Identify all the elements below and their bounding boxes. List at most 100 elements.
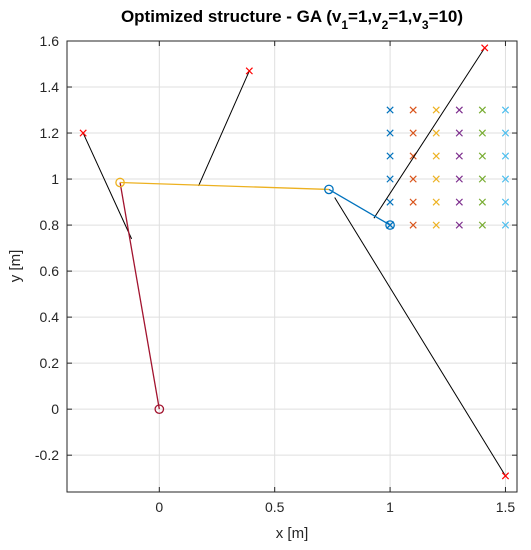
workspace-target-marker-stroke-b <box>455 221 463 229</box>
grid-lines <box>67 40 517 492</box>
workspace-target-marker <box>478 198 487 206</box>
workspace-target-marker-stroke-b <box>386 198 394 206</box>
actuator-2-anchor-marker-stroke-b <box>245 67 253 75</box>
workspace-target-marker <box>409 129 417 137</box>
workspace-target-marker-stroke-b <box>386 106 394 114</box>
y-tick-label: 0.6 <box>40 263 60 279</box>
workspace-target-marker-stroke-b <box>455 152 463 160</box>
workspace-target-marker <box>478 221 487 229</box>
workspace-target-marker <box>501 175 510 183</box>
x-axis-label: x [m] <box>276 525 309 542</box>
workspace-target-marker-stroke-b <box>409 221 417 229</box>
workspace-target-marker-stroke-b <box>409 129 417 137</box>
workspace-target-marker <box>432 175 440 183</box>
workspace-target-marker-stroke-b <box>501 106 510 114</box>
workspace-target-marker-stroke-b <box>478 175 487 183</box>
joint-base-marker <box>154 404 165 415</box>
y-tick-label: 1.2 <box>40 125 60 141</box>
workspace-target-marker-stroke-b <box>478 106 487 114</box>
x-tick-label: 0.5 <box>265 499 285 515</box>
title-suffix: =10) <box>429 7 464 26</box>
workspace-target-marker <box>386 175 394 183</box>
workspace-target-marker <box>432 129 440 137</box>
workspace-target-marker <box>409 198 417 206</box>
workspace-target-marker-stroke-b <box>432 129 440 137</box>
workspace-target-marker-stroke-b <box>386 175 394 183</box>
end-effector-cross-marker <box>386 221 395 230</box>
link-1-line <box>119 182 160 410</box>
workspace-target-marker-stroke-b <box>478 221 487 229</box>
actuator-1-line <box>82 132 133 240</box>
y-tick-label: -0.2 <box>35 447 59 463</box>
joint-end-marker <box>385 220 395 230</box>
actuator-1-anchor-marker <box>79 129 87 137</box>
workspace-target-marker <box>501 198 510 206</box>
workspace-target-marker-stroke-b <box>501 152 510 160</box>
workspace-target-marker <box>478 175 487 183</box>
workspace-target-marker-stroke-b <box>501 175 510 183</box>
workspace-target-marker <box>455 106 463 114</box>
workspace-target-marker-stroke-b <box>432 221 440 229</box>
actuator-4-anchor-marker <box>501 472 510 480</box>
x-tick-label: 1.5 <box>496 499 516 515</box>
workspace-target-marker-stroke-b <box>455 129 463 137</box>
workspace-target-marker <box>432 152 440 160</box>
workspace-target-marker-stroke-b <box>478 198 487 206</box>
y-tick-label: 0.8 <box>40 217 60 233</box>
y-tick-label: 0.4 <box>40 309 60 325</box>
workspace-target-marker <box>478 106 487 114</box>
y-tick-label: 1.6 <box>40 33 60 49</box>
workspace-target-marker-stroke-b <box>432 175 440 183</box>
workspace-target-marker <box>455 175 463 183</box>
link-3-line <box>328 188 391 226</box>
workspace-target-marker <box>455 198 463 206</box>
workspace-target-marker-stroke-b <box>501 221 510 229</box>
title-mid-2: =1,v <box>388 7 422 26</box>
workspace-target-marker <box>432 198 440 206</box>
workspace-target-marker-stroke-b <box>455 106 463 114</box>
workspace-target-marker-stroke-b <box>501 198 510 206</box>
title-sub-3: 3 <box>422 18 429 32</box>
actuator-2-anchor-marker <box>245 67 253 75</box>
workspace-target-marker <box>455 221 463 229</box>
actuator-1-anchor-marker-stroke-b <box>79 129 87 137</box>
joint-2-marker <box>115 177 125 188</box>
y-axis-label: y [m] <box>7 250 24 283</box>
workspace-target-marker <box>501 221 510 229</box>
chart-title: Optimized structure - GA (v1=1,v2=1,v3=1… <box>121 7 463 32</box>
title-mid-1: =1,v <box>348 7 382 26</box>
workspace-target-marker <box>455 152 463 160</box>
y-tick-label: 1.4 <box>40 79 60 95</box>
workspace-target-marker <box>501 106 510 114</box>
workspace-target-marker-stroke-b <box>409 106 417 114</box>
workspace-target-marker <box>478 129 487 137</box>
workspace-target-marker <box>409 106 417 114</box>
workspace-target-marker-stroke-b <box>501 129 510 137</box>
actuator-4-line <box>334 197 506 477</box>
joint-3-marker <box>324 184 334 195</box>
workspace-target-marker-stroke-b <box>386 129 394 137</box>
y-tick-label: 0.2 <box>40 355 60 371</box>
workspace-target-marker <box>386 152 394 160</box>
workspace-target-marker-stroke-b <box>409 175 417 183</box>
end-effector-cross-marker-stroke-b <box>386 221 395 230</box>
workspace-target-marker <box>478 152 487 160</box>
workspace-target-marker <box>432 221 440 229</box>
y-tick-label: 0 <box>51 401 59 417</box>
workspace-target-marker-stroke-b <box>455 175 463 183</box>
workspace-target-marker <box>501 129 510 137</box>
workspace-target-marker <box>386 106 394 114</box>
workspace-target-marker <box>455 129 463 137</box>
workspace-target-marker-stroke-b <box>478 152 487 160</box>
axes-box <box>66 40 518 493</box>
title-prefix: Optimized structure - GA (v <box>121 7 342 26</box>
actuator-3-anchor-marker <box>481 44 489 52</box>
workspace-target-marker <box>386 198 394 206</box>
workspace-target-marker-stroke-b <box>409 198 417 206</box>
workspace-target-marker <box>409 175 417 183</box>
workspace-target-marker-stroke-b <box>478 129 487 137</box>
actuator-2-line <box>198 70 250 187</box>
x-tick-label: 0 <box>155 499 163 515</box>
workspace-target-marker <box>432 106 440 114</box>
